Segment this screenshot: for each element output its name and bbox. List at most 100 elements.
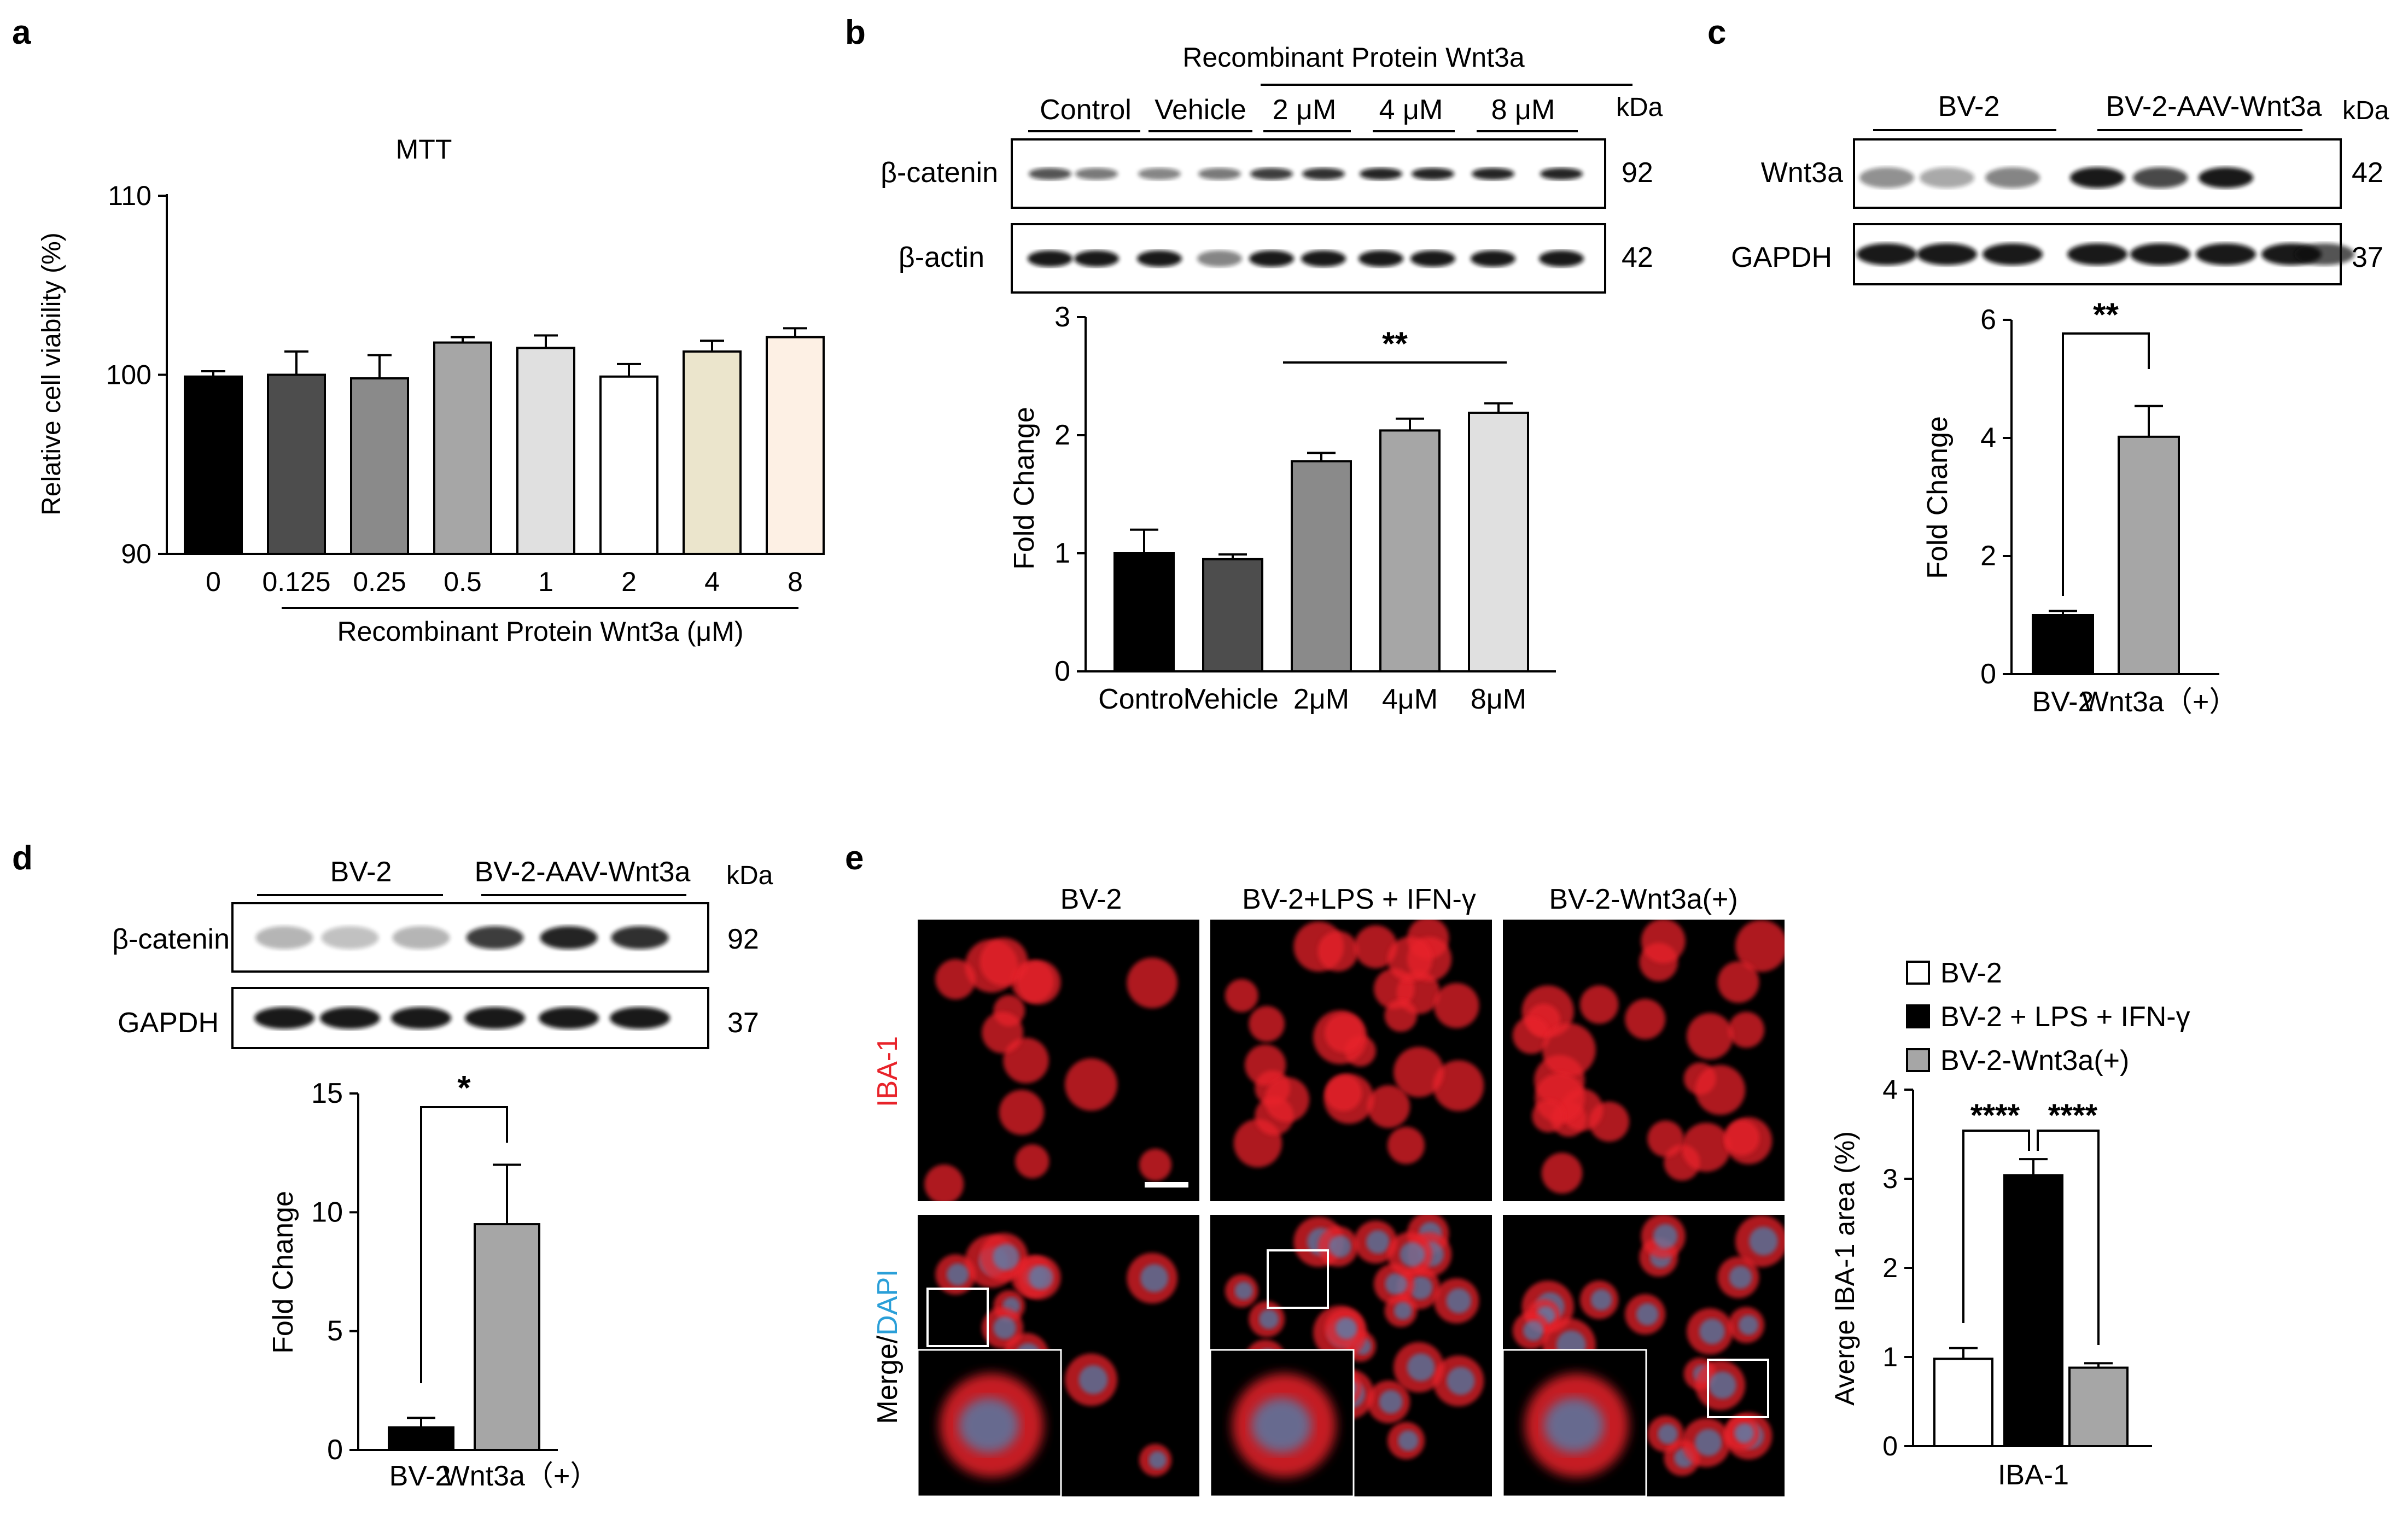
- a-x-label: Recombinant Protein Wnt3a (μM): [337, 616, 744, 647]
- d-row1-band-1: [321, 926, 379, 949]
- d-row1-band-5: [611, 926, 669, 949]
- d-bar-0: [388, 1426, 454, 1452]
- e-micro-1-1-nucleus-13: [1447, 1367, 1475, 1395]
- b-row2-band-9: [1539, 250, 1584, 267]
- e-micro-1-1-nucleus-24: [1446, 1288, 1471, 1313]
- e-micro-2-1-nucleus-14: [1636, 1303, 1659, 1326]
- c-row1-band-1: [1920, 167, 1974, 188]
- e-ytick-label-3: 3: [1882, 1163, 1898, 1194]
- a-title: MTT: [396, 134, 452, 165]
- e-legend-swatch-1: [1906, 1004, 1930, 1028]
- e-ytick-label-4: 4: [1882, 1074, 1898, 1105]
- b-row1-band-6: [1360, 168, 1402, 180]
- c-bar-0: [2032, 614, 2094, 675]
- a-y-label: Relative cell viability (%): [37, 232, 66, 515]
- b-xtick-label-3: 4μM: [1382, 683, 1438, 715]
- a-xtick-label-1: 0.125: [262, 566, 330, 597]
- e-micro-1-1-inset-nucleus: [1251, 1398, 1311, 1453]
- b-header-top: Recombinant Protein Wnt3a: [1182, 42, 1525, 73]
- c-row1-band-5: [2199, 167, 2253, 188]
- e-ytick-label-2: 2: [1882, 1253, 1898, 1283]
- e-micro-1-0-cell-6: [1384, 999, 1418, 1032]
- d-group-label-1: BV-2-AAV-Wnt3a: [475, 856, 691, 888]
- b-row1-band-0: [1029, 168, 1071, 180]
- e-micro-2-1: [1503, 1215, 1785, 1496]
- e-micro-1-1-nucleus-1: [1234, 1282, 1253, 1300]
- a-xtick-label-6: 4: [704, 566, 720, 597]
- c-row1-label: Wnt3a: [1761, 157, 1843, 189]
- b-bar-2: [1291, 460, 1352, 673]
- e-micro-2-1-nucleus-24: [1709, 1371, 1736, 1399]
- b-row1-band-7: [1412, 168, 1454, 180]
- b-bar-1: [1202, 558, 1263, 672]
- a-ytick-label-2: 110: [108, 180, 151, 211]
- c-y-label: Fold Change: [1922, 416, 1954, 579]
- e-micro-0-0-cell-5: [979, 938, 1028, 986]
- b-row1-band-3: [1198, 168, 1241, 180]
- e-micro-1-0-cell-14: [1317, 931, 1358, 972]
- e-micro-2-0-cell-24: [1695, 1064, 1746, 1115]
- e-micro-1-1-nucleus-20: [1259, 1309, 1279, 1329]
- b-ytick-label-2: 2: [1054, 419, 1070, 451]
- c-bar-1: [2118, 435, 2180, 676]
- b-kda: kDa: [1616, 93, 1663, 122]
- e-micro-0-1-nucleus-12: [1078, 1365, 1108, 1394]
- c-row2-band-2: [1983, 243, 2043, 265]
- e-micro-1-0-cell-1: [1225, 979, 1258, 1013]
- b-row2-band-4: [1249, 250, 1294, 267]
- c-ytick-label-2: 4: [1980, 422, 1996, 454]
- e-micro-1-0: [1210, 920, 1492, 1201]
- b-ytick-label-0: 0: [1054, 656, 1070, 687]
- e-micro-2-0-cell-22: [1687, 1013, 1733, 1060]
- blot-d: BV-2 BV-2-AAV-Wnt3a kDa β-catenin GAPDH 9…: [112, 856, 773, 1049]
- e-row2-label: Merge/DAPI: [872, 1269, 903, 1424]
- b-group-label-2: 2 μM: [1273, 94, 1337, 126]
- e-micro-0-1-nucleus-7: [1140, 1264, 1169, 1292]
- d-ytick-label-3: 15: [311, 1078, 343, 1109]
- b-group-label-4: 8 μM: [1491, 94, 1555, 126]
- e-micro-2-1-nucleus-8: [1729, 1266, 1752, 1289]
- a-xtick-label-3: 0.5: [444, 566, 482, 597]
- e-micro-0-1-nucleus-13: [993, 1316, 1016, 1339]
- d-row2-label: GAPDH: [118, 1007, 219, 1039]
- c-row1-band-0: [1859, 167, 1914, 188]
- d-group-label-0: BV-2: [330, 856, 392, 888]
- c-row2-label: GAPDH: [1731, 242, 1832, 273]
- e-micro-2-0-cell-20: [1512, 1016, 1550, 1054]
- c-ytick-label-0: 0: [1980, 658, 1996, 690]
- b-group-label-0: Control: [1040, 94, 1132, 126]
- b-row1-band-2: [1138, 168, 1181, 180]
- e-sig-label-0: ****: [1970, 1098, 2020, 1133]
- b-row1-band-4: [1250, 168, 1293, 180]
- e-micro-1-0-cell-13: [1433, 1060, 1484, 1112]
- e-micro-2-0-cell-17: [1728, 1011, 1765, 1048]
- e-micro-2-1-nucleus-13: [1658, 1424, 1678, 1444]
- e-micro-0-0-cell-8: [1017, 960, 1061, 1004]
- a-xtick-label-0: 0: [206, 566, 221, 597]
- e-micro-0-0-cell-1: [1015, 1144, 1050, 1179]
- b-ytick-label-1: 1: [1054, 537, 1070, 569]
- c-group-label-0: BV-2: [1938, 91, 2000, 122]
- micrographs-e: BV-2 BV-2+LPS + IFN-γ BV-2-Wnt3a(+) IBA-…: [872, 884, 1785, 1496]
- d-ytick-label-0: 0: [327, 1434, 343, 1466]
- d-bar-1: [474, 1223, 540, 1451]
- e-micro-1-1-nucleus-14: [1329, 1235, 1351, 1258]
- c-sig-bracket: [2062, 332, 2150, 596]
- d-row1-band-4: [540, 926, 598, 949]
- b-row2-kda: 42: [1622, 242, 1653, 273]
- panel-label-b: b: [845, 14, 866, 51]
- d-row2-band-0: [254, 1007, 314, 1029]
- e-micro-0-1-nucleus-0: [1148, 1451, 1167, 1469]
- e-micro-1-0-cell-18: [1354, 925, 1397, 968]
- b-bar-4: [1468, 411, 1529, 673]
- d-row1-band-3: [466, 926, 524, 949]
- e-legend-label-1: BV-2 + LPS + IFN-γ: [1940, 1001, 2190, 1033]
- d-row1-kda: 92: [727, 923, 759, 955]
- e-micro-1-0-cell-15: [1245, 1044, 1286, 1086]
- c-row2-band-0: [1857, 243, 1917, 265]
- d-row2-band-3: [465, 1007, 525, 1029]
- e-micro-1-0-cell-19: [1264, 1077, 1310, 1122]
- b-group-label-1: Vehicle: [1155, 94, 1246, 126]
